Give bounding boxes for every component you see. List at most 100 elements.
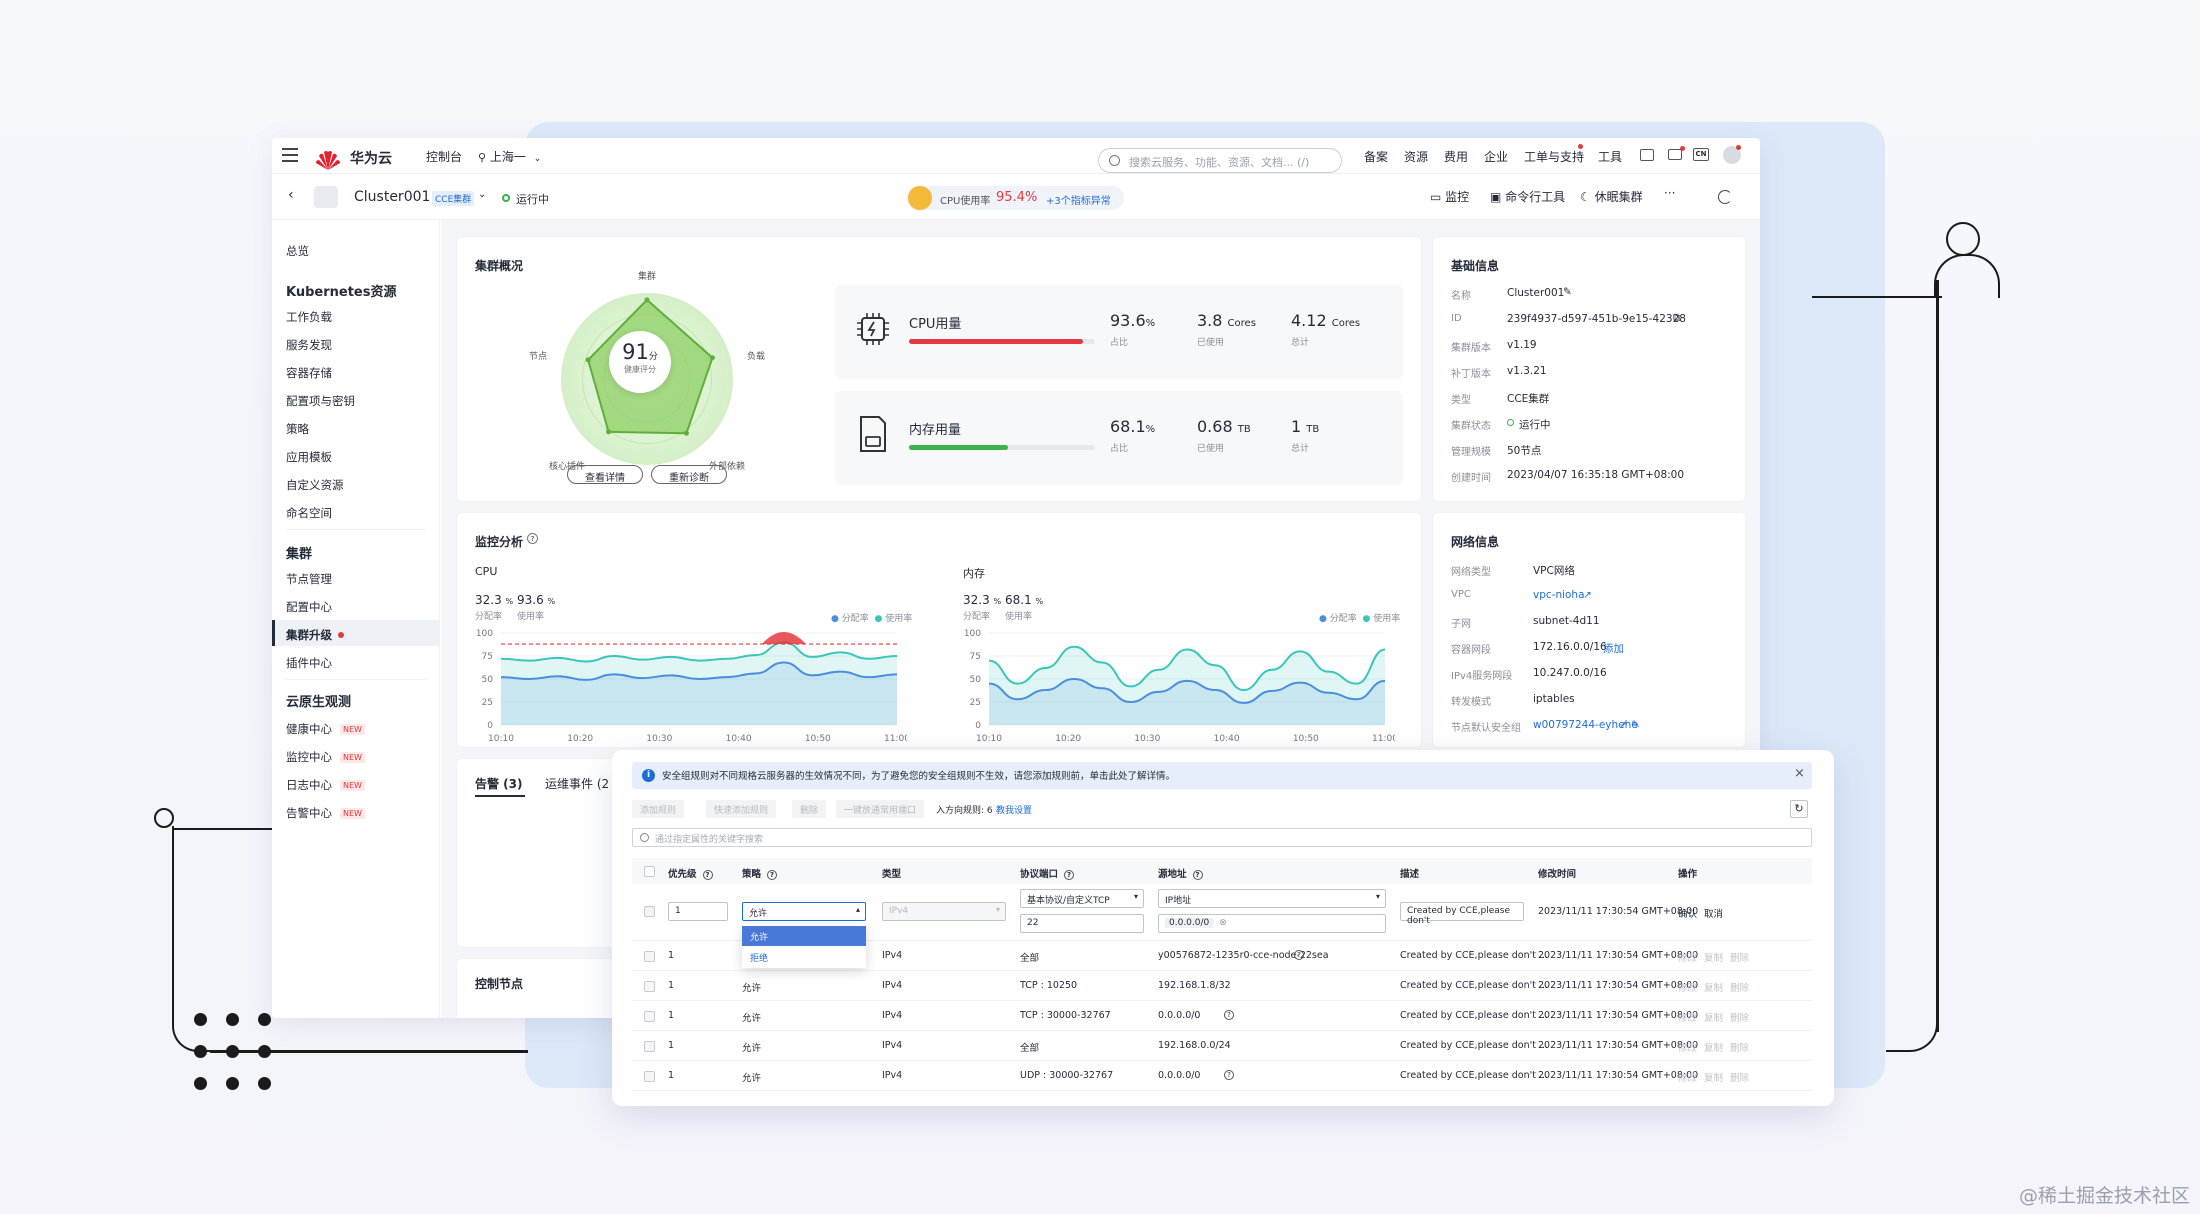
tutorial-link[interactable]: 教我设置 — [996, 806, 1033, 816]
help-icon[interactable]: ? — [1288, 949, 1304, 960]
row-checkbox[interactable] — [644, 951, 655, 962]
refresh-icon[interactable]: ↻ — [1790, 800, 1808, 818]
quick-add-rule-button[interactable]: 快速添加规则 — [706, 800, 777, 818]
sidebar-item-overview[interactable]: 总览 — [286, 244, 309, 258]
more-button[interactable]: ··· — [1664, 186, 1676, 200]
type-select[interactable]: IPv4 ▾ — [882, 902, 1006, 921]
region-selector[interactable]: ⚲ 上海一 ⌄ — [478, 148, 541, 165]
info-value[interactable]: vpc-nioha — [1533, 589, 1585, 601]
tab-alerts[interactable]: 告警 (3) — [475, 777, 523, 791]
sidebar-item-policies[interactable]: 策略 — [286, 422, 309, 436]
cli-button[interactable]: ▣ 命令行工具 — [1490, 190, 1566, 204]
confirm-link[interactable]: 确认 — [1678, 909, 1698, 920]
view-details-button[interactable]: 查看详情 — [567, 465, 643, 484]
close-icon[interactable]: × — [1794, 766, 1805, 781]
back-arrow-icon[interactable]: ‹ — [288, 187, 294, 203]
nav-tools[interactable]: 工具 — [1598, 150, 1623, 164]
abnormal-metrics-link[interactable]: +3个指标异常 — [1046, 196, 1111, 207]
select-all-checkbox[interactable] — [644, 866, 655, 877]
nav-beian[interactable]: 备案 — [1364, 150, 1389, 164]
row-action-delete[interactable]: 删除 — [1730, 983, 1750, 994]
protocol-select[interactable]: 基本协议/自定义TCP ▾ — [1020, 889, 1144, 908]
row-action-copy[interactable]: 复制 — [1704, 1043, 1724, 1054]
sidebar-item-crds[interactable]: 自定义资源 — [286, 478, 344, 492]
open-common-ports-button[interactable]: 一键放通常用端口 — [836, 800, 925, 818]
sidebar-item-nodes[interactable]: 节点管理 — [286, 572, 332, 586]
mail-icon[interactable] — [1668, 149, 1682, 160]
console-link[interactable]: 控制台 — [426, 150, 463, 164]
row-action-copy[interactable]: 复制 — [1704, 953, 1724, 964]
sidebar-item-logs[interactable]: 日志中心 NEW — [286, 777, 365, 793]
dropdown-option-deny[interactable]: 拒绝 — [750, 954, 769, 964]
menu-icon[interactable] — [282, 148, 298, 162]
policy-select[interactable]: 允许 ▴ — [742, 902, 866, 921]
delete-button[interactable]: 删除 — [792, 800, 827, 818]
row-action-delete[interactable]: 删除 — [1730, 1013, 1750, 1024]
dropdown-option-allow[interactable]: 允许 — [742, 926, 866, 946]
terminal-icon[interactable] — [1640, 149, 1654, 161]
sidebar-item-storage[interactable]: 容器存储 — [286, 366, 332, 380]
sidebar-item-monitoring[interactable]: 监控中心 NEW — [286, 749, 365, 765]
info-value[interactable]: w00797244-eyhehe — [1533, 719, 1638, 731]
avatar[interactable] — [1723, 146, 1741, 164]
sidebar-item-services[interactable]: 服务发现 — [286, 338, 332, 352]
edit-icon[interactable]: ✎ — [1563, 286, 1572, 298]
help-icon[interactable]: ? — [1218, 1009, 1234, 1020]
add-link[interactable]: 添加 — [1603, 643, 1624, 655]
hibernate-button[interactable]: ☾ 休眠集群 — [1580, 190, 1643, 204]
sidebar-item-config-center[interactable]: 配置中心 — [286, 600, 332, 614]
sidebar-item-alerts[interactable]: 告警中心 NEW — [286, 805, 365, 821]
global-search-input[interactable]: 搜索云服务、功能、资源、文档... (/) — [1098, 148, 1342, 173]
external-link-icon[interactable]: ↗ ✎ — [1619, 719, 1640, 731]
copy-icon[interactable]: ⧉ — [1673, 312, 1681, 324]
row-checkbox[interactable] — [644, 981, 655, 992]
nav-enterprise[interactable]: 企业 — [1484, 150, 1509, 164]
sidebar-item-upgrade[interactable]: 集群升级 — [286, 628, 332, 642]
refresh-icon[interactable] — [1718, 190, 1732, 204]
row-checkbox[interactable] — [644, 1071, 655, 1082]
priority-input[interactable]: 1 — [668, 902, 728, 921]
row-action-edit[interactable]: 修改 — [1678, 1043, 1698, 1054]
external-link-icon[interactable]: ↗ — [1583, 589, 1592, 601]
row-action-copy[interactable]: 复制 — [1704, 983, 1724, 994]
help-icon[interactable]: ? — [1218, 1069, 1234, 1080]
rule-filter-input[interactable]: 通过指定属性的关键字搜索 — [632, 828, 1812, 847]
cell-source[interactable]: y00576872-1235r0-cce-node-22sea — [1158, 950, 1329, 961]
add-rule-button[interactable]: 添加规则 — [632, 800, 685, 818]
row-action-edit[interactable]: 修改 — [1678, 983, 1698, 994]
row-action-copy[interactable]: 复制 — [1704, 1073, 1724, 1084]
row-action-copy[interactable]: 复制 — [1704, 1013, 1724, 1024]
sidebar-item-workloads[interactable]: 工作负载 — [286, 310, 332, 324]
sidebar-item-addons[interactable]: 插件中心 — [286, 656, 332, 670]
nav-billing[interactable]: 费用 — [1444, 150, 1469, 164]
rediagnose-button[interactable]: 重新诊断 — [651, 465, 727, 484]
cancel-link[interactable]: 取消 — [1704, 909, 1724, 920]
row-action-delete[interactable]: 删除 — [1730, 1073, 1750, 1084]
row-action-edit[interactable]: 修改 — [1678, 1013, 1698, 1024]
monitor-button[interactable]: ▭ 监控 — [1430, 190, 1470, 204]
sidebar-item-configmaps[interactable]: 配置项与密钥 — [286, 394, 355, 408]
row-checkbox[interactable] — [644, 1041, 655, 1052]
tab-ops-events[interactable]: 运维事件 (2 — [545, 777, 610, 791]
language-switch[interactable]: CN — [1693, 148, 1709, 161]
row-action-delete[interactable]: 删除 — [1730, 953, 1750, 964]
row-checkbox[interactable] — [644, 906, 655, 917]
sidebar-item-templates[interactable]: 应用模板 — [286, 450, 332, 464]
brand-name[interactable]: 华为云 — [350, 151, 392, 167]
nav-resources[interactable]: 资源 — [1404, 150, 1429, 164]
port-input[interactable]: 22 — [1020, 914, 1144, 933]
chevron-down-icon[interactable]: ⌄ — [478, 189, 487, 200]
row-action-edit[interactable]: 修改 — [1678, 953, 1698, 964]
sidebar-item-health[interactable]: 健康中心 NEW — [286, 721, 365, 737]
row-action-edit[interactable]: 修改 — [1678, 1073, 1698, 1084]
help-icon[interactable]: ? — [527, 533, 538, 544]
cluster-overview-card: 集群概况 集群 负载 外部依赖 核心插件 节点 91分 健康评分 查看详情 重新诊断 C… — [456, 236, 1422, 502]
row-action-delete[interactable]: 删除 — [1730, 1043, 1750, 1054]
cpu-alert-pill[interactable]: CPU使用率 95.4% +3个指标异常 — [906, 186, 1124, 210]
nav-support[interactable]: 工单与支持 — [1524, 150, 1585, 164]
sidebar-item-namespaces[interactable]: 命名空间 — [286, 506, 332, 520]
description-input[interactable]: Created by CCE,please don't — [1400, 902, 1524, 926]
row-checkbox[interactable] — [644, 1011, 655, 1022]
source-input[interactable]: 0.0.0.0/0 ⊗ — [1158, 914, 1386, 933]
source-type-select[interactable]: IP地址 ▾ — [1158, 889, 1386, 908]
